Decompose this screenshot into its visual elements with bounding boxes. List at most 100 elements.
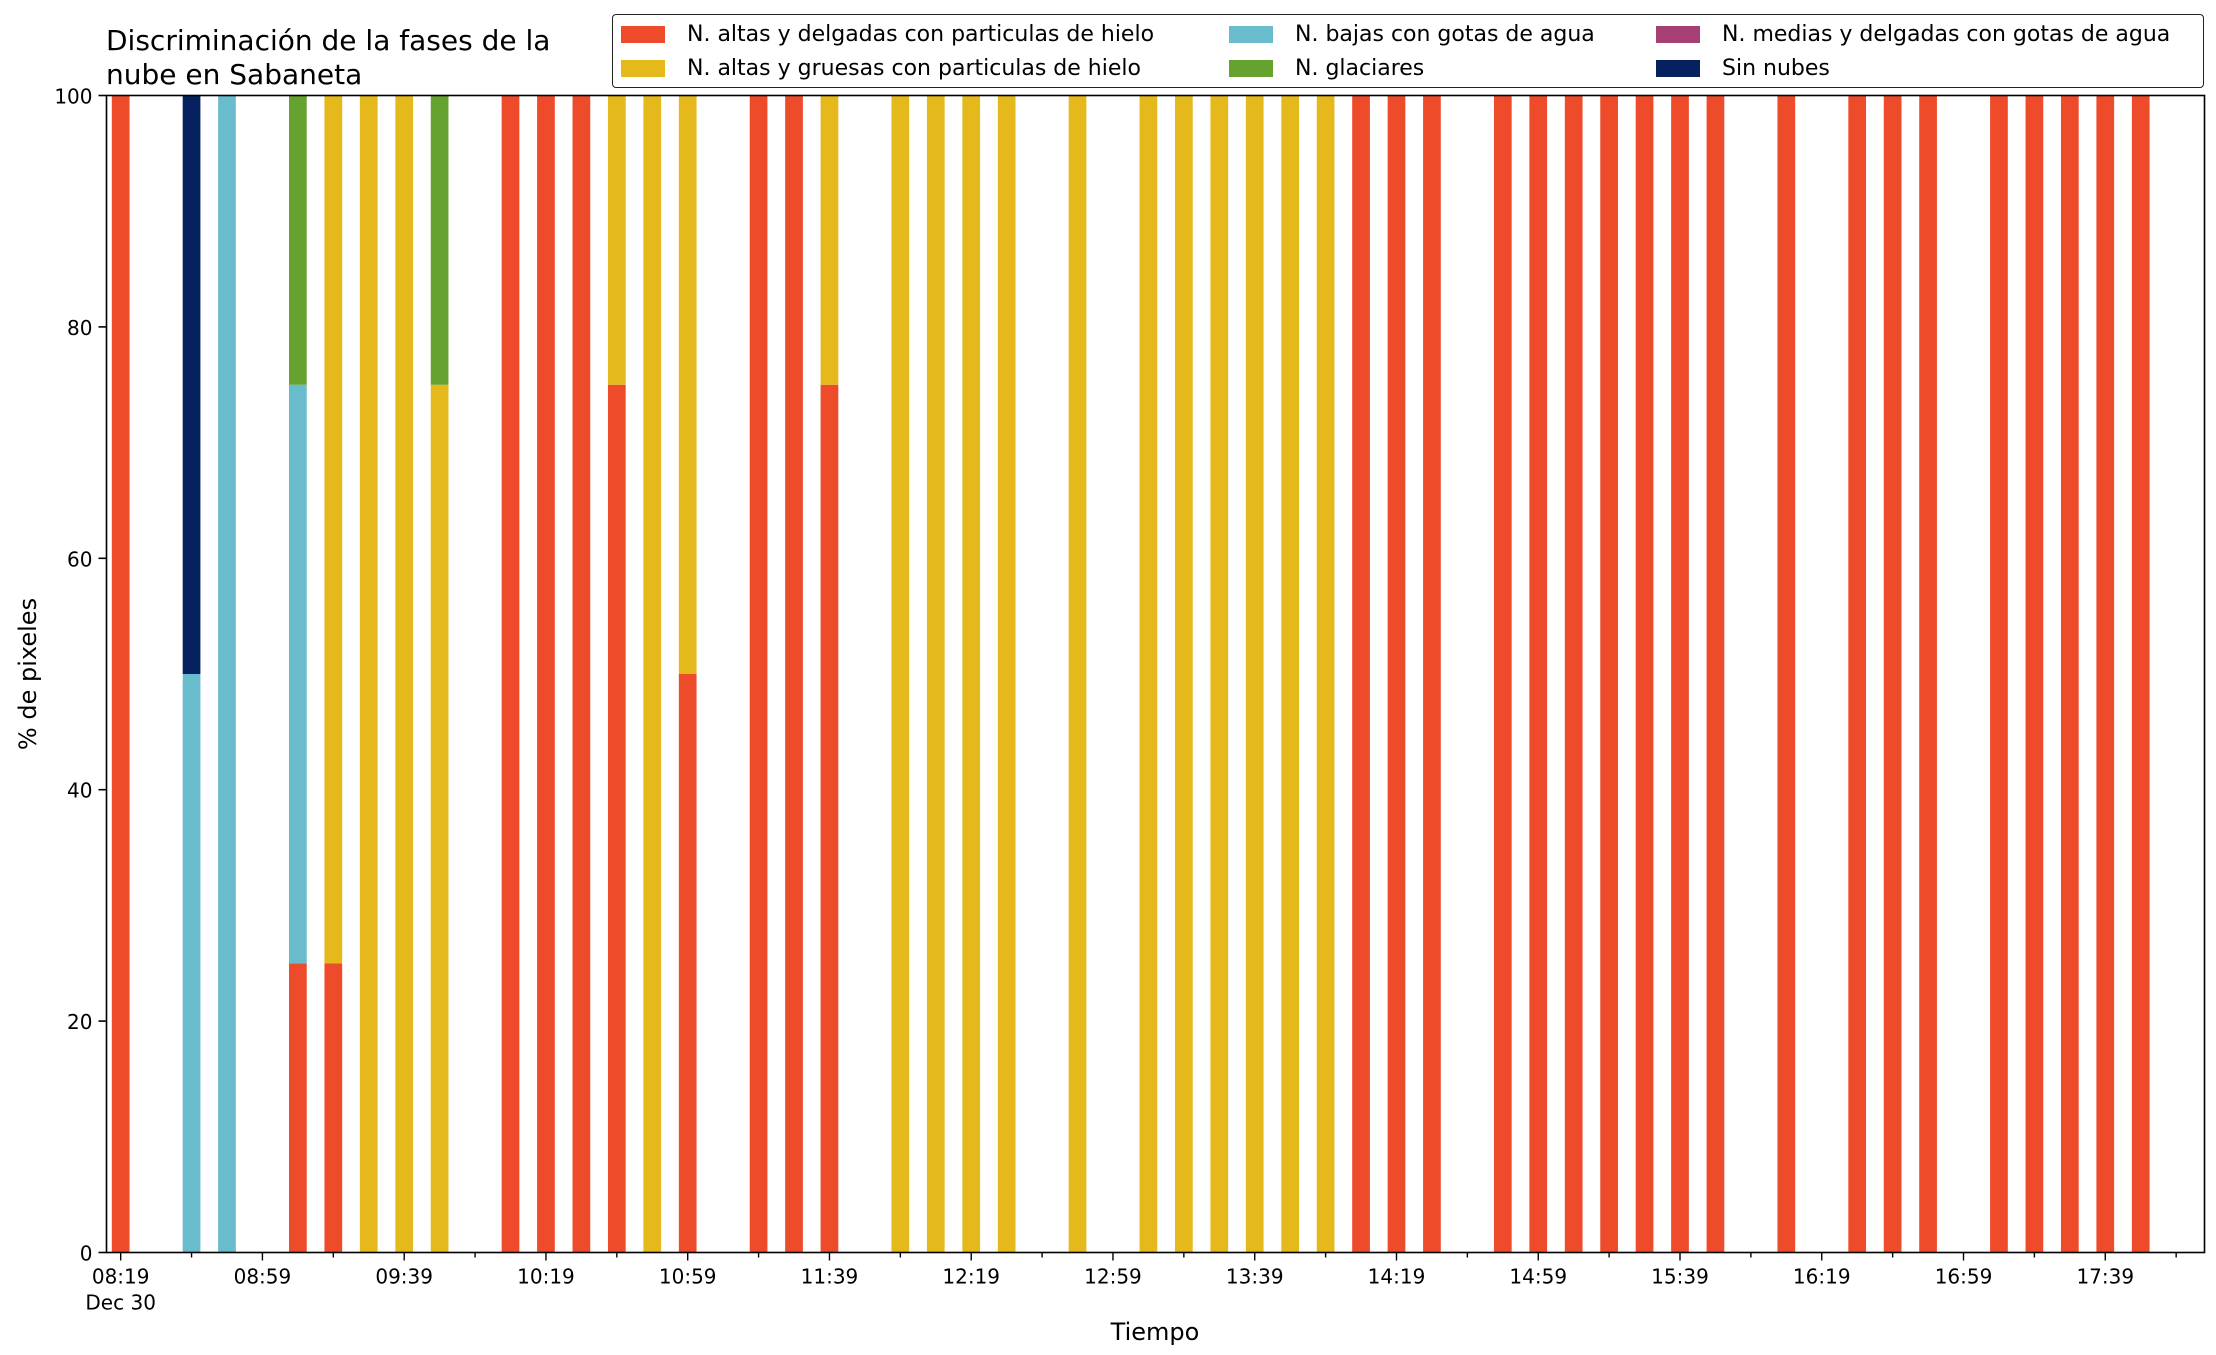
chart-legend: N. altas y delgadas con particulas de hi… — [612, 14, 2204, 88]
bar-segment — [289, 384, 307, 964]
bar-segment — [289, 95, 307, 385]
bar-segment — [1281, 95, 1300, 1253]
x-axis-label: Tiempo — [1110, 1318, 1200, 1346]
legend-swatch — [1656, 25, 1700, 43]
bar-segment — [997, 95, 1016, 1253]
bar-segment — [1423, 95, 1441, 1253]
bar-segment — [785, 95, 803, 1253]
x-tick-label: 08:59 — [234, 1265, 292, 1289]
bar-segment — [607, 95, 626, 385]
bar-segment — [1174, 95, 1193, 1253]
x-tick-label: 17:39 — [2076, 1265, 2134, 1289]
bar-segment — [395, 95, 414, 1253]
chart-title-line-1: Discriminación de la fases de la — [106, 24, 551, 57]
bar-segment — [820, 384, 839, 1253]
bar-segment — [2131, 95, 2150, 1253]
x-tick-label: 16:59 — [1935, 1265, 1993, 1289]
bar-segment — [1139, 95, 1158, 1253]
bar-segment — [1848, 95, 1867, 1253]
x-tick-label: 15:39 — [1651, 1265, 1709, 1289]
bar-segment — [359, 95, 378, 1253]
legend-item: N. medias y delgadas con gotas de agua — [1656, 19, 2170, 49]
x-date-label: Dec 30 — [85, 1291, 156, 1315]
legend-item: N. bajas con gotas de agua — [1229, 19, 1595, 49]
y-tick-label: 20 — [67, 1010, 92, 1034]
x-tick-label: 14:59 — [1509, 1265, 1567, 1289]
bar-segment — [1245, 95, 1264, 1253]
bar-segment — [1387, 95, 1406, 1253]
y-tick-label: 60 — [67, 547, 92, 571]
bar-segment — [926, 95, 945, 1253]
bar-segment — [182, 95, 201, 674]
x-tick-label: 10:59 — [659, 1265, 717, 1289]
bar-segment — [1210, 95, 1229, 1253]
bar-segment — [1493, 95, 1512, 1253]
x-tick-label: 13:39 — [1226, 1265, 1284, 1289]
bar-segment — [1068, 95, 1087, 1253]
bar-segment — [289, 963, 307, 1253]
bar-segment — [218, 95, 236, 1253]
bar-segment — [962, 95, 981, 1253]
y-tick-label: 100 — [54, 85, 92, 109]
bar-segment — [182, 674, 201, 1253]
bar-segment — [1919, 95, 1937, 1253]
bar-segment — [678, 95, 697, 674]
legend-item: N. glaciares — [1229, 53, 1424, 83]
y-axis-label: % de pixeles — [14, 598, 42, 750]
bar-segment — [324, 95, 343, 964]
x-tick-label: 12:59 — [1084, 1265, 1142, 1289]
bar-segment — [891, 95, 910, 1253]
bar-segment — [111, 95, 130, 1253]
bar-segment — [1671, 95, 1689, 1253]
legend-item: N. altas y gruesas con particulas de hie… — [621, 53, 1141, 83]
bar-segment — [1529, 95, 1548, 1253]
bar-segment — [537, 95, 555, 1253]
legend-label: Sin nubes — [1722, 55, 1830, 81]
x-tick-label: 11:39 — [801, 1265, 859, 1289]
x-tick-label: 16:19 — [1793, 1265, 1851, 1289]
bar-segment — [678, 674, 697, 1253]
chart-title-line-2: nube en Sabaneta — [106, 58, 363, 91]
bar-segment — [1600, 95, 1618, 1253]
bar-segment — [430, 95, 449, 385]
legend-label: N. altas y delgadas con particulas de hi… — [687, 21, 1155, 47]
legend-swatch — [621, 25, 665, 43]
legend-swatch — [1656, 59, 1700, 77]
x-tick-label: 08:19 — [92, 1265, 150, 1289]
bar-segment — [607, 384, 626, 1253]
legend-item: N. altas y delgadas con particulas de hi… — [621, 19, 1154, 49]
bar-segment — [1564, 95, 1583, 1253]
bar-segment — [643, 95, 662, 1253]
x-tick-label: 14:19 — [1368, 1265, 1426, 1289]
bar-segment — [501, 95, 520, 1253]
bar-segment — [749, 95, 768, 1253]
bar-segment — [324, 963, 343, 1253]
legend-label: N. bajas con gotas de agua — [1295, 21, 1595, 47]
bar-segment — [820, 95, 839, 385]
bar-segment — [572, 95, 591, 1253]
chart-title: Discriminación de la fases de la nube en… — [106, 24, 550, 92]
bar-segment — [430, 384, 449, 1253]
legend-swatch — [1229, 25, 1273, 43]
y-tick-label: 0 — [80, 1242, 93, 1266]
bar-segment — [1777, 95, 1796, 1253]
legend-label: N. glaciares — [1295, 55, 1425, 81]
bar-segment — [1316, 95, 1335, 1253]
y-tick-label: 80 — [67, 316, 92, 340]
legend-swatch — [1229, 59, 1273, 77]
x-tick-label: 10:19 — [517, 1265, 575, 1289]
bar-segment — [1635, 95, 1654, 1253]
x-tick-label: 12:19 — [942, 1265, 1000, 1289]
plot-frame — [105, 94, 2206, 1254]
bar-segment — [1883, 95, 1902, 1253]
bar-segment — [2060, 95, 2079, 1253]
bar-segment — [2096, 95, 2115, 1253]
y-tick-label: 40 — [67, 779, 92, 803]
x-tick-label: 09:39 — [375, 1265, 433, 1289]
legend-item: Sin nubes — [1656, 53, 1830, 83]
bars-layer — [111, 95, 2150, 1253]
legend-label: N. medias y delgadas con gotas de agua — [1722, 21, 2171, 47]
